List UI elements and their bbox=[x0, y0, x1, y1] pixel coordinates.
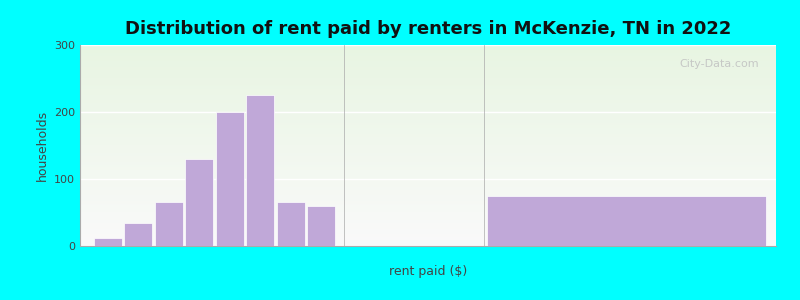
X-axis label: rent paid ($): rent paid ($) bbox=[389, 266, 467, 278]
Bar bbox=[124, 223, 152, 246]
Title: Distribution of rent paid by renters in McKenzie, TN in 2022: Distribution of rent paid by renters in … bbox=[125, 20, 731, 38]
Bar bbox=[277, 202, 305, 246]
Text: City-Data.com: City-Data.com bbox=[679, 59, 758, 69]
Bar bbox=[216, 112, 244, 246]
Bar bbox=[487, 196, 766, 246]
Bar bbox=[94, 238, 122, 246]
Bar bbox=[186, 159, 214, 246]
Bar bbox=[307, 206, 335, 246]
Y-axis label: households: households bbox=[35, 110, 49, 181]
Bar bbox=[246, 95, 274, 246]
Bar bbox=[155, 202, 183, 246]
